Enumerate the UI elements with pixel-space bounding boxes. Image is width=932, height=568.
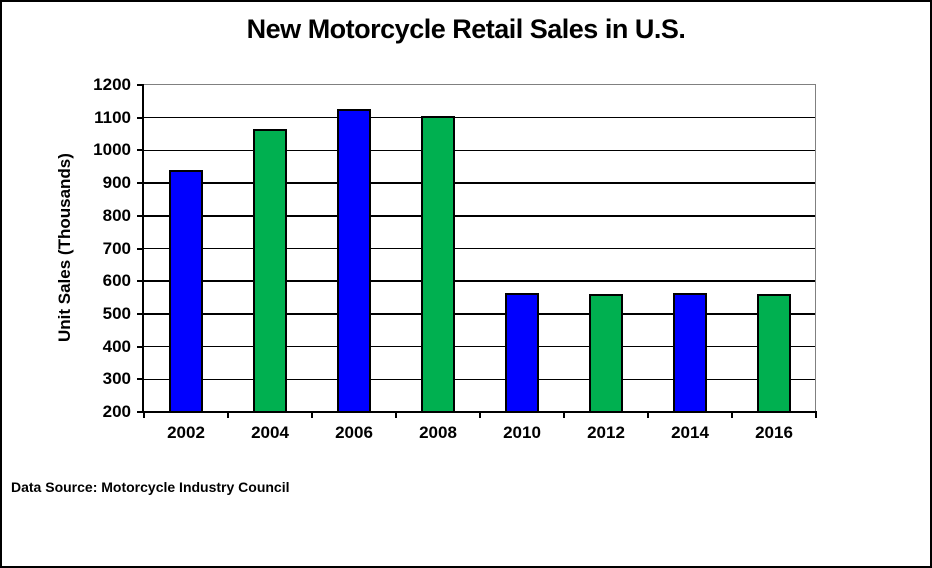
bar-2012 — [589, 294, 623, 411]
x-axis-tick-label-2004: 2004 — [251, 423, 289, 442]
y-axis-tick-label-1000: 1000 — [93, 140, 131, 160]
x-axis-tick-label-2010: 2010 — [503, 423, 541, 442]
y-axis-tick-label-300: 300 — [102, 369, 131, 389]
y-axis-tick-1200 — [137, 84, 144, 86]
y-axis-tick-400 — [137, 345, 144, 348]
bar-2014 — [673, 293, 707, 411]
y-axis-tick-label-700: 700 — [102, 238, 131, 258]
x-axis-tick-label-2012: 2012 — [587, 423, 625, 442]
bar-2004 — [253, 129, 287, 411]
gridline-300 — [144, 378, 815, 381]
y-axis-tick-label-400: 400 — [102, 336, 131, 356]
y-axis-tick-700 — [137, 247, 144, 250]
y-axis-tick-200 — [137, 411, 144, 413]
y-axis-tick-label-900: 900 — [102, 173, 131, 193]
chart-title: New Motorcycle Retail Sales in U.S. — [246, 14, 686, 44]
gridline-600 — [144, 280, 815, 282]
x-axis-tick-label-2014: 2014 — [671, 423, 709, 442]
gridline-800 — [144, 215, 815, 217]
y-axis-tick-800 — [137, 214, 144, 217]
plot-area: 200 300 400 500 600 700 800 900 1000 1100 1200 2002… — [93, 76, 817, 442]
bar-2008 — [421, 115, 455, 411]
bar-2016 — [757, 293, 791, 411]
x-axis-tick-5 — [563, 411, 565, 418]
x-axis-tick-8 — [815, 411, 817, 418]
y-axis-tick-500 — [137, 312, 144, 315]
x-axis-tick-label-2008: 2008 — [419, 423, 457, 442]
y-axis-tick-1000 — [137, 149, 144, 152]
y-axis-tick-600 — [137, 280, 144, 283]
x-axis-tick-label-2006: 2006 — [335, 423, 373, 442]
gridline-500 — [144, 313, 815, 315]
y-axis-tick-label-1100: 1100 — [94, 107, 131, 127]
gridline-1100 — [144, 116, 815, 119]
y-axis-tick-300 — [137, 378, 144, 381]
bar-2002 — [169, 170, 203, 411]
x-axis-tick-7 — [731, 411, 733, 418]
y-axis-tick-1100 — [137, 116, 144, 119]
x-axis-tick-4 — [479, 411, 481, 418]
x-axis-tick-6 — [647, 411, 649, 418]
y-axis-tick-label-600: 600 — [102, 271, 131, 291]
y-axis-tick-label-500: 500 — [102, 303, 131, 323]
gridline-700 — [144, 247, 815, 250]
gridline-400 — [144, 345, 815, 348]
x-axis-tick-label-2016: 2016 — [755, 423, 793, 442]
y-axis-tick-900 — [137, 182, 144, 185]
x-axis-tick-2 — [311, 411, 313, 418]
gridline-900 — [144, 182, 815, 184]
bar-2010 — [505, 293, 539, 411]
gridline-1000 — [144, 149, 815, 152]
y-axis-tick-label-800: 800 — [102, 205, 131, 225]
bar-2006 — [337, 109, 371, 411]
y-axis-tick-label-1200: 1200 — [93, 75, 131, 94]
x-axis-tick-1 — [227, 411, 229, 418]
x-axis-tick-0 — [143, 411, 145, 418]
y-axis-tick-label-200: 200 — [102, 402, 131, 421]
data-source-note: Data Source: Motorcycle Industry Council — [11, 479, 290, 495]
x-axis-tick-label-2002: 2002 — [167, 423, 205, 442]
x-axis-tick-3 — [395, 411, 397, 418]
